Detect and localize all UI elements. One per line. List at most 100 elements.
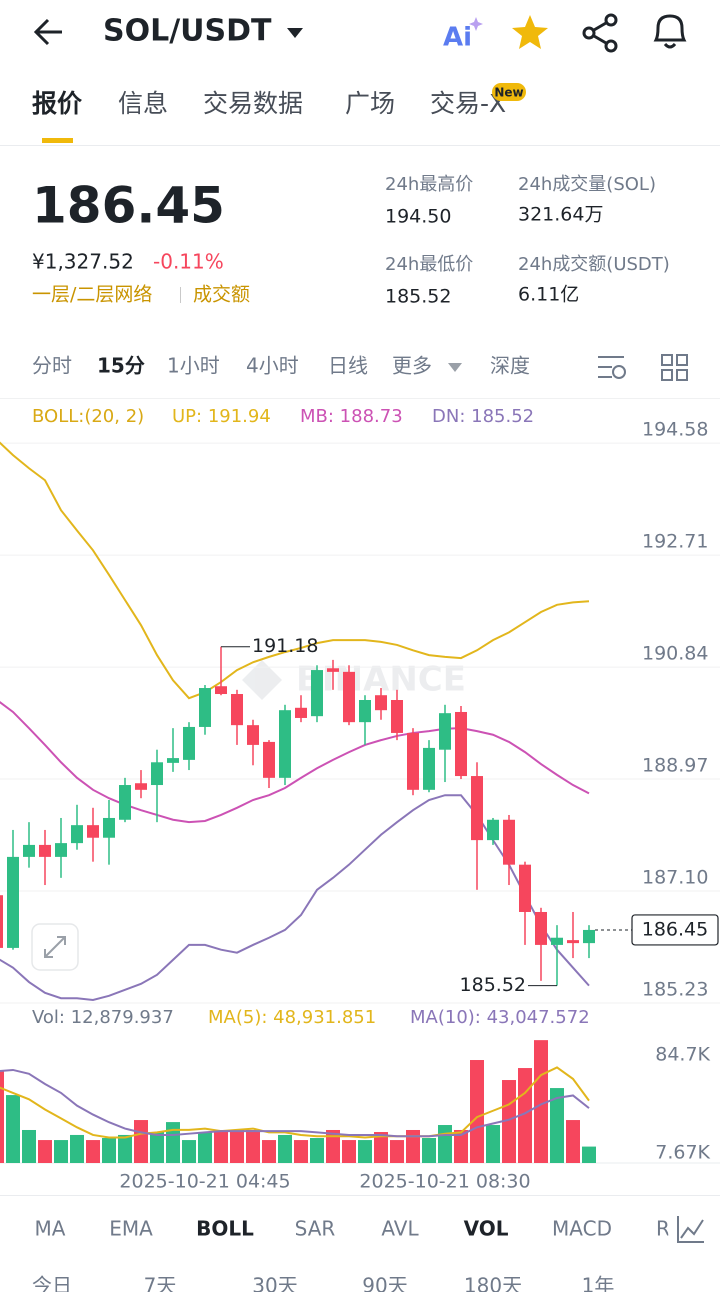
candle-body [247, 725, 259, 745]
candle-body [103, 817, 115, 838]
range[interactable]: 1年 [582, 1274, 615, 1292]
volume-bar [262, 1140, 276, 1163]
candle-body [87, 825, 99, 838]
interval[interactable]: 更多 [392, 354, 432, 378]
volume-bar [166, 1122, 180, 1163]
indicator-tab[interactable]: R [656, 1217, 670, 1241]
volume-label: Vol: 12,879.937 [32, 1007, 174, 1028]
favorite-button[interactable] [512, 15, 548, 49]
price-change: -0.11% [153, 250, 224, 274]
range[interactable]: 30天 [252, 1274, 297, 1292]
candle-body [279, 710, 291, 778]
volume-bar [118, 1134, 132, 1163]
volume-bar [0, 1070, 4, 1163]
candle-body [455, 711, 467, 777]
stat-label: 24h成交额(USDT) [518, 254, 670, 275]
volume-bar [582, 1146, 596, 1163]
interval[interactable]: 日线 [328, 354, 368, 378]
more-dropdown[interactable] [448, 363, 462, 372]
cny-price: ¥1,327.52 [32, 250, 134, 274]
y-tick-label: 187.10 [642, 867, 708, 889]
share-node [604, 39, 618, 53]
interval[interactable]: 分时 [32, 354, 72, 378]
volume-ma-line [0, 1068, 590, 1138]
range[interactable]: 7天 [144, 1274, 177, 1292]
candle-body [151, 762, 163, 786]
range[interactable]: 180天 [464, 1274, 522, 1292]
current-price-box [631, 914, 719, 946]
tag-separator [180, 287, 181, 303]
candle-body [39, 844, 51, 857]
back-button[interactable] [33, 18, 62, 46]
tag[interactable]: 成交额 [193, 284, 250, 306]
stat-value: 6.11亿 [518, 284, 579, 306]
indicator-tab[interactable]: EMA [109, 1217, 153, 1241]
alert-button[interactable] [653, 14, 687, 49]
share-button[interactable] [582, 13, 618, 53]
interval[interactable]: 1小时 [167, 354, 220, 378]
volume-panel: 84.7K 7.67K [0, 1040, 720, 1164]
candle-body [55, 843, 67, 857]
pair-dropdown[interactable] [287, 28, 303, 38]
y-tick-label: 190.84 [642, 643, 708, 665]
volume-bar [438, 1125, 452, 1163]
interval[interactable]: 15分 [97, 354, 145, 378]
y-tick-label: 192.71 [642, 531, 708, 553]
candle-body [551, 937, 563, 945]
candle-body [503, 819, 515, 865]
expand-button[interactable] [31, 923, 79, 971]
candle-body [487, 819, 499, 841]
chart-settings[interactable] [598, 356, 626, 379]
pair-title[interactable]: SOL/USDT [103, 14, 272, 49]
indicator-tab[interactable]: AVL [381, 1217, 419, 1241]
legend-entry: MB: 188.73 [300, 406, 403, 427]
tab[interactable]: 广场 [345, 89, 395, 118]
volume-bar [6, 1095, 20, 1163]
indicator-tab[interactable]: BOLL [196, 1217, 254, 1241]
interval[interactable]: 4小时 [246, 354, 299, 378]
indicator-tab[interactable]: MACD [552, 1217, 612, 1241]
candle-body [311, 670, 323, 717]
legend-entry: DN: 185.52 [432, 406, 534, 427]
divider [0, 1195, 720, 1196]
stat-label: 24h成交量(SOL) [518, 174, 656, 195]
tab[interactable]: 交易数据 [203, 89, 303, 118]
candle-body [215, 686, 227, 695]
volume-bar [198, 1132, 212, 1163]
tab[interactable]: 报价 [32, 89, 83, 118]
indicator-tab[interactable]: MA [35, 1217, 66, 1241]
candle-body [167, 758, 179, 763]
stat-label: 24h最低价 [385, 254, 473, 275]
volume-bar [486, 1125, 500, 1163]
volume-bar [22, 1129, 36, 1163]
stat-value: 321.64万 [518, 204, 603, 226]
volume-bar [454, 1129, 468, 1163]
settings-lines [598, 356, 624, 378]
y-tick-label: 7.67K [655, 1142, 710, 1164]
candle-body [231, 694, 243, 726]
candle-body [7, 856, 19, 948]
stat-value: 194.50 [385, 206, 451, 228]
last-price: 186.45 [32, 177, 225, 235]
indicator-settings[interactable] [677, 1216, 704, 1243]
tab[interactable]: 信息 [118, 89, 168, 118]
range[interactable]: 90天 [362, 1274, 407, 1292]
ai-button[interactable]: Ai [443, 17, 483, 53]
indicator-tab[interactable]: VOL [464, 1217, 509, 1241]
candle-body [71, 825, 83, 844]
layout-button[interactable] [661, 354, 688, 381]
candle-body [567, 940, 579, 944]
indicator-tab[interactable]: SAR [295, 1217, 336, 1241]
range[interactable]: 今日 [32, 1274, 72, 1292]
candle-body [583, 929, 595, 944]
interval[interactable]: 深度 [490, 354, 530, 378]
candle-body [295, 707, 307, 718]
layout-cell [661, 369, 673, 381]
share-node [604, 13, 618, 27]
volume-bar [550, 1088, 564, 1163]
y-tick-label: 185.23 [642, 979, 708, 1001]
candle-body [327, 668, 339, 672]
tag[interactable]: 一层/二层网络 [32, 284, 152, 306]
volume-bar [422, 1138, 436, 1163]
share-edge [593, 21, 607, 45]
